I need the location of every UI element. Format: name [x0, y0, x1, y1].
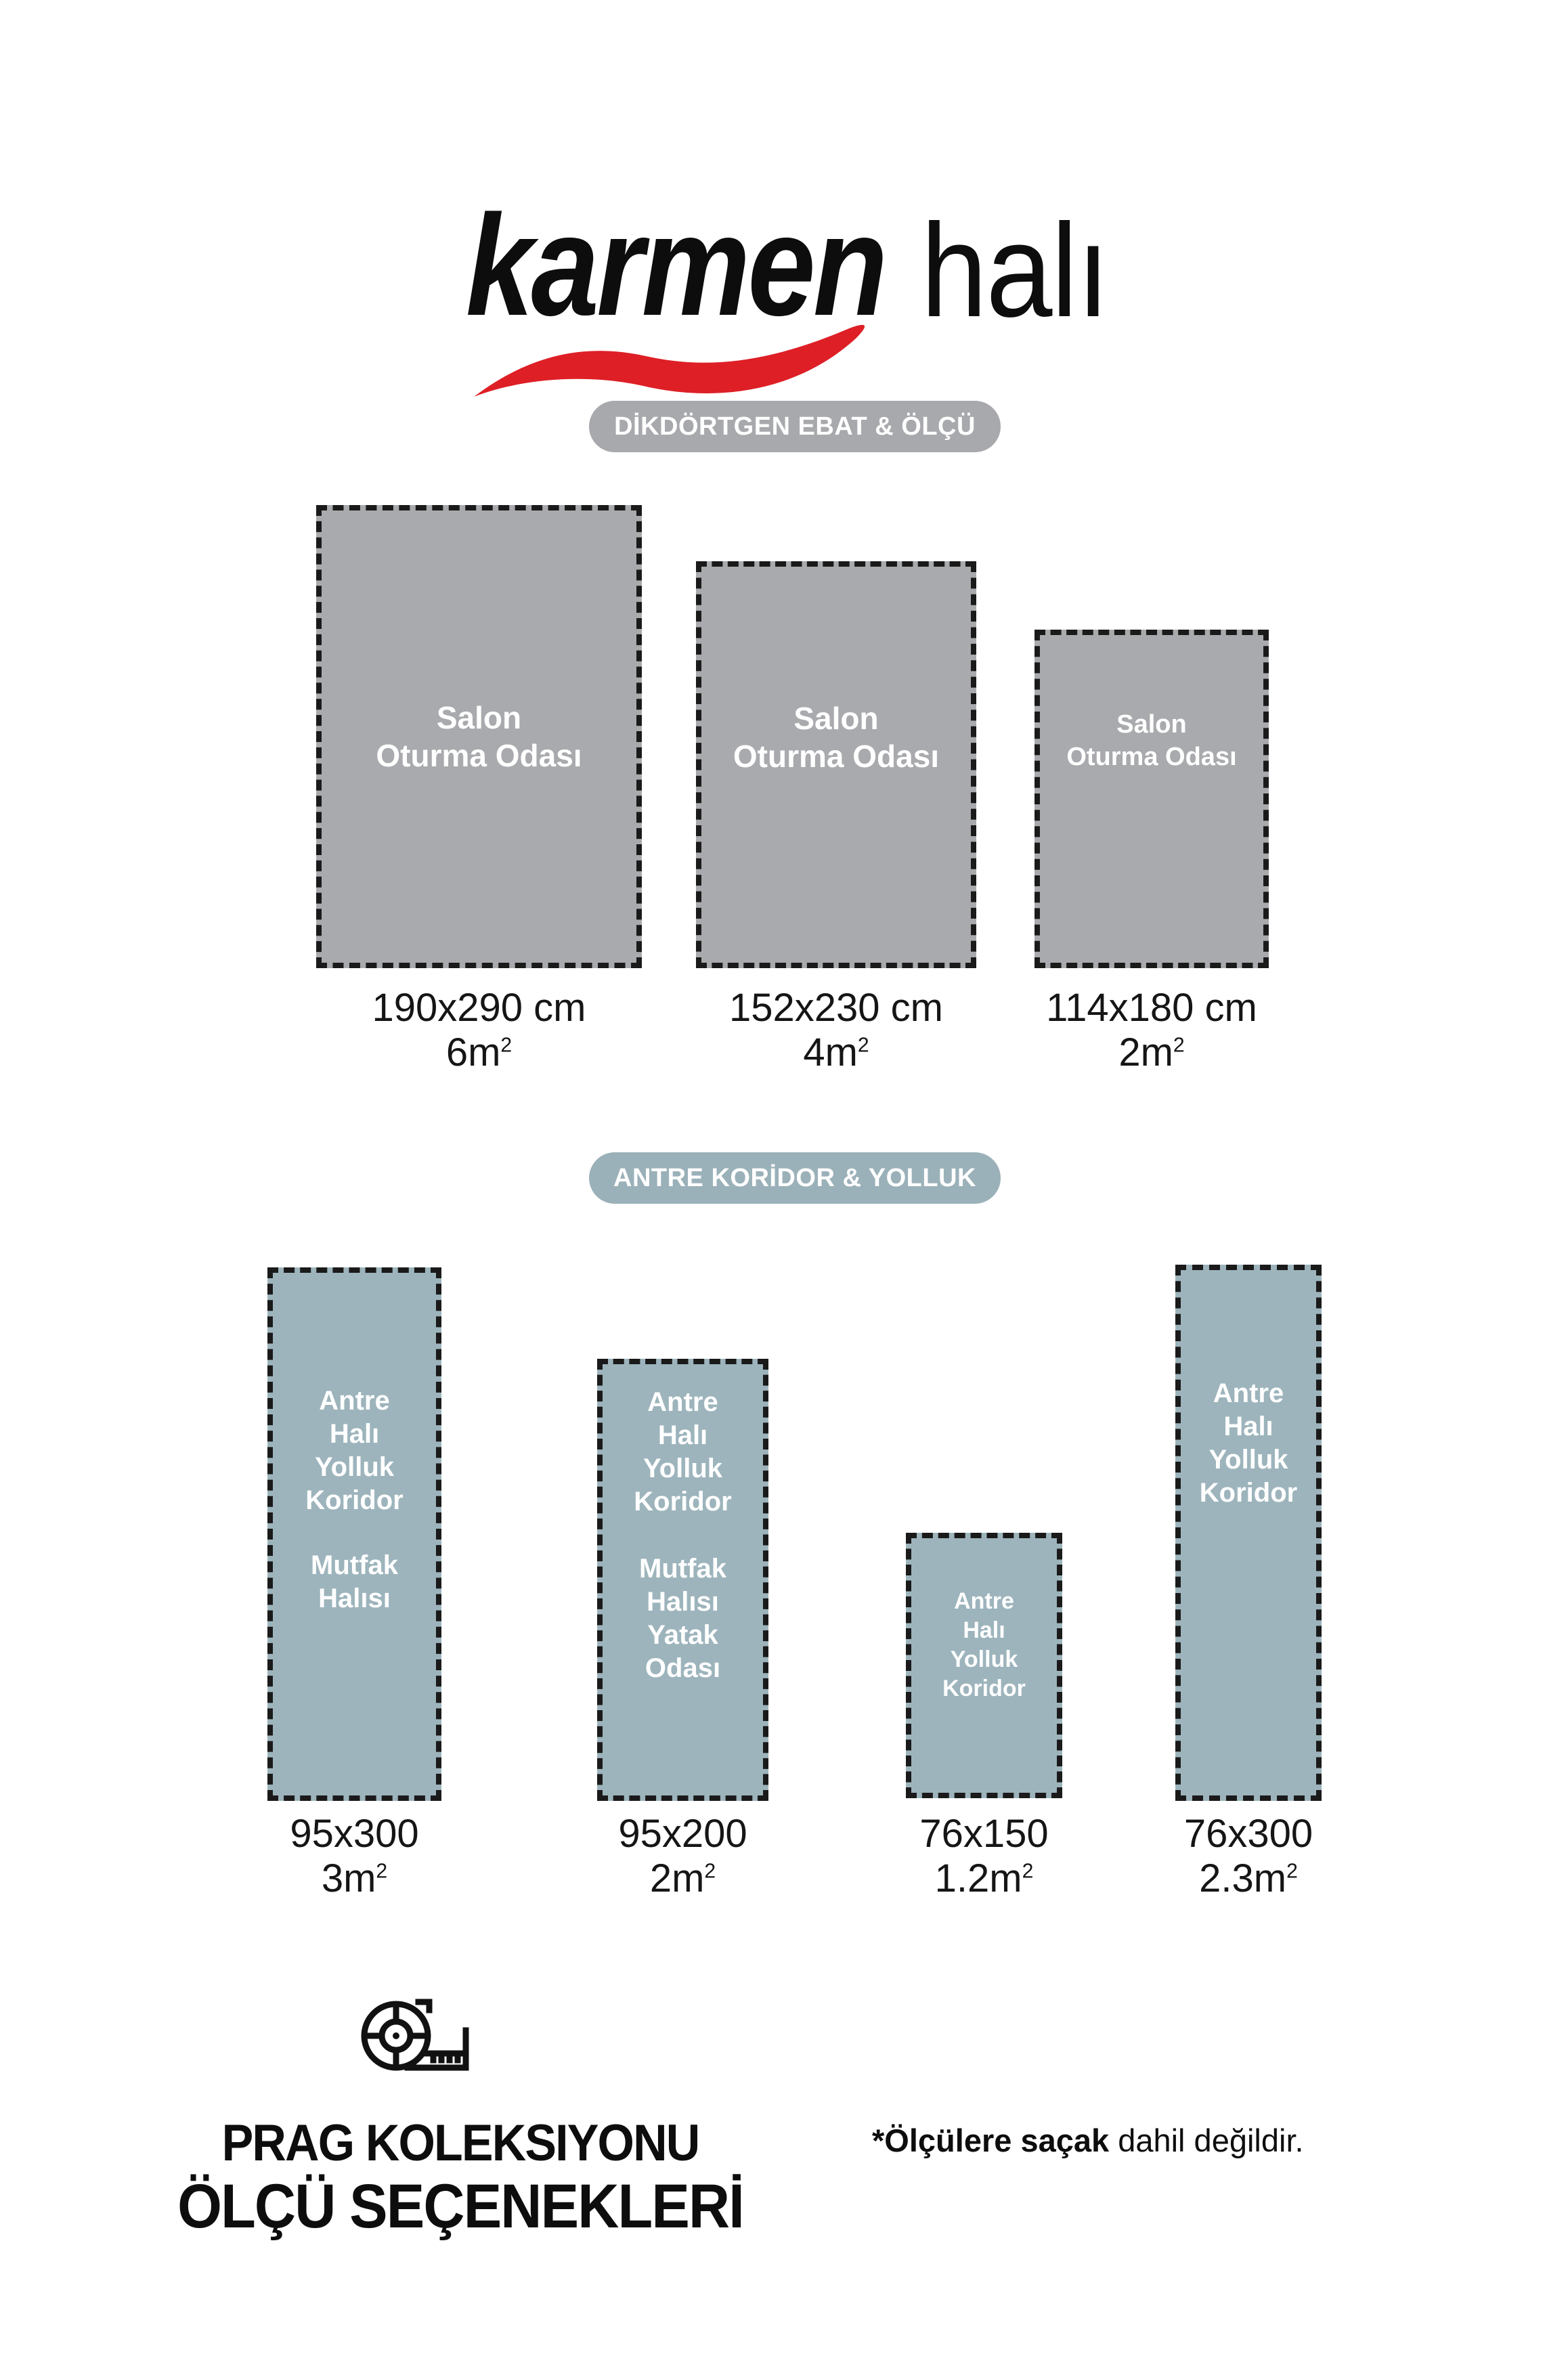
rug-room-label: Antre Halı Yolluk Koridor: [1199, 1378, 1298, 1508]
collection-title-line1: PRAG KOLEKSIYONU: [221, 2114, 701, 2172]
rug-room-label: Salon Oturma Odası: [1066, 710, 1237, 771]
brand-swoosh-icon: [474, 324, 865, 397]
size-label-95x300: 95x300 3m2: [290, 1812, 419, 1900]
rug-room-label: Salon Oturma Odası: [733, 701, 940, 774]
size-label-76x150: 76x150 1.2m2: [919, 1812, 1049, 1900]
rug-runner-95x300: Antre Halı Yolluk Koridor Mutfak Halısı: [267, 1267, 441, 1801]
rug-room-label: Antre Halı Yolluk Koridor: [305, 1386, 404, 1515]
rug-room-label-secondary: Mutfak Halısı Yatak Odası: [639, 1554, 726, 1683]
size-label-114x180: 114x180 cm 2m2: [1046, 986, 1257, 1074]
rug-room-label: Antre Halı Yolluk Koridor: [634, 1387, 732, 1517]
fringe-note: *Ölçülere saçak dahil değildir.: [872, 2122, 1304, 2160]
rug-runner-95x200: Antre Halı Yolluk Koridor Mutfak Halısı …: [597, 1359, 768, 1801]
brand-word-karmen: karmen: [466, 185, 888, 345]
rug-rect-152x230: Salon Oturma Odası: [696, 561, 976, 968]
tape-measure-icon: [361, 1999, 469, 2071]
fringe-note-rest: dahil değildir.: [1109, 2122, 1304, 2158]
collection-title: PRAG KOLEKSIYONU ÖLÇÜ SEÇENEKLERİ: [115, 2114, 806, 2242]
rug-room-label: Salon Oturma Odası: [376, 700, 582, 773]
collection-title-line2: ÖLÇÜ SEÇENEKLERİ: [177, 2172, 745, 2241]
rug-runner-76x150: Antre Halı Yolluk Koridor: [906, 1533, 1062, 1798]
rug-room-label: Antre Halı Yolluk Koridor: [942, 1588, 1026, 1701]
fringe-note-bold: *Ölçülere saçak: [872, 2122, 1110, 2158]
brand-word-hali: halı: [921, 196, 1110, 345]
rug-rect-114x180: Salon Oturma Odası: [1035, 630, 1269, 968]
size-label-95x200: 95x200 2m2: [618, 1812, 747, 1900]
rug-rect-190x290: Salon Oturma Odası: [316, 505, 642, 968]
size-label-152x230: 152x230 cm 4m2: [729, 986, 943, 1074]
section-pill-rectangular: DİKDÖRTGEN EBAT & ÖLÇÜ: [589, 401, 1001, 452]
section-pill-runner: ANTRE KORİDOR & YOLLUK: [589, 1152, 1001, 1204]
rug-room-label-secondary: Mutfak Halısı: [311, 1550, 398, 1613]
size-label-76x300: 76x300 2.3m2: [1183, 1812, 1313, 1900]
size-label-190x290: 190x290 cm 6m2: [372, 986, 586, 1074]
rug-runner-76x300: Antre Halı Yolluk Koridor: [1175, 1265, 1322, 1801]
